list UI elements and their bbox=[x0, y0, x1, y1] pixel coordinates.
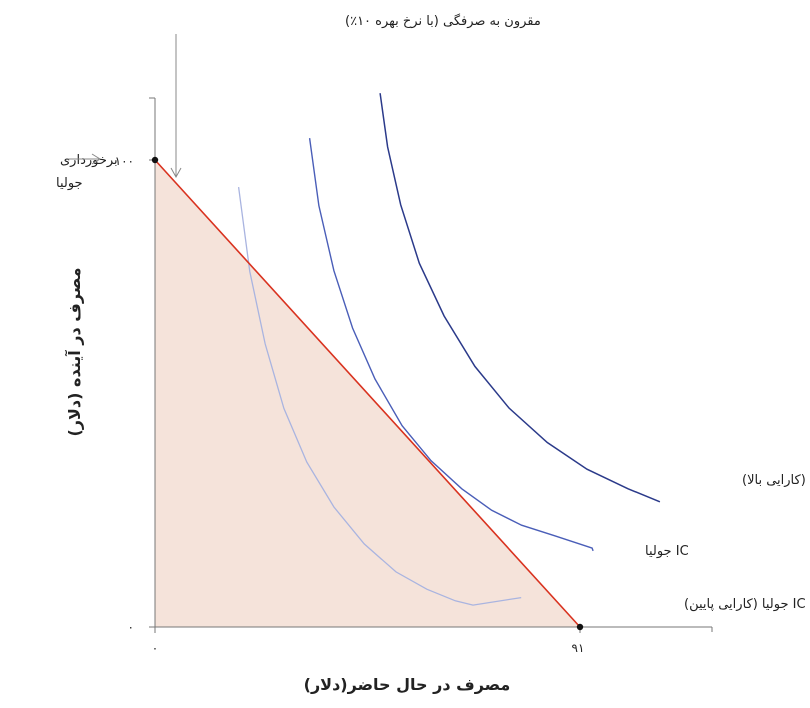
ic-low-efficiency-label: IC جولیا (کارایی پایین) bbox=[684, 597, 806, 612]
budget-annotation-arrowhead bbox=[170, 167, 182, 179]
ic-low-efficiency-curve bbox=[237, 187, 522, 606]
endowment-arrowhead bbox=[91, 153, 101, 165]
ic-high-efficiency-curve bbox=[379, 93, 661, 503]
x-intercept-point bbox=[576, 623, 584, 631]
x-tick-label-91: ۹۱ bbox=[572, 641, 585, 655]
x-axis-title: مصرف در حال حاضر(دلار) bbox=[304, 675, 511, 694]
y-tick-label-0: ۰ bbox=[128, 620, 134, 634]
budget-line bbox=[154, 159, 581, 628]
endowment-point bbox=[151, 156, 159, 164]
ic-julia-curve bbox=[308, 138, 594, 552]
ic-high-efficiency-label: IC جولیا (کارایی بالا) bbox=[742, 473, 810, 488]
endowment-label-line2: جولیا bbox=[56, 176, 83, 191]
y-axis-title: مصرف در آینده (دلار) bbox=[64, 267, 84, 436]
budget-annotation-label: مقرون به صرفگی (با نرخ بهره ۱۰٪) bbox=[345, 13, 541, 29]
endowment-label-line1: برخورداری bbox=[60, 153, 118, 168]
y-tick-label-100: ۱۰۰ bbox=[115, 154, 134, 168]
x-tick-label-0: ۰ bbox=[152, 641, 158, 655]
ic-julia-label: IC جولیا bbox=[645, 544, 689, 559]
